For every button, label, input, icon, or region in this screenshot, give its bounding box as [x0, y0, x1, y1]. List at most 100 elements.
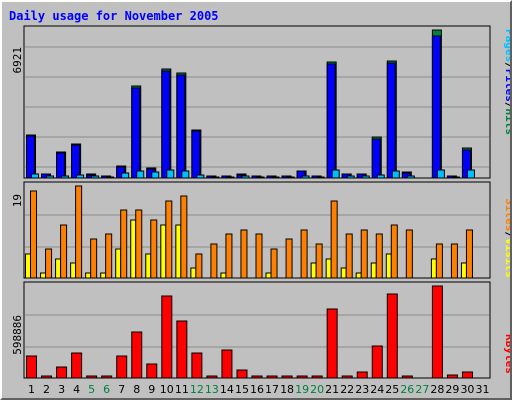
visits-bar	[40, 272, 47, 279]
sites-bar	[240, 229, 248, 279]
kbytes-bar	[401, 375, 413, 379]
visits-bar	[175, 224, 182, 279]
pages-bar	[436, 169, 445, 179]
visits-max-label: 19	[11, 194, 24, 207]
legend-kbytes-part: KBytes	[503, 334, 510, 374]
hits-max-label: 6921	[11, 47, 24, 74]
files-bar	[386, 62, 396, 179]
visits-bar	[100, 272, 107, 279]
day-label-13: 13	[205, 383, 219, 396]
day-label-19: 19	[295, 383, 309, 396]
visits-bar	[115, 248, 122, 279]
sites-bar	[120, 209, 128, 279]
kbytes-bar	[161, 295, 173, 379]
legend-sites-visits-part: Sites	[503, 198, 510, 231]
day-label-30: 30	[460, 383, 474, 396]
kbytes-bar	[461, 371, 473, 379]
pages-bar	[226, 176, 235, 179]
kbytes-bar	[281, 375, 293, 379]
pages-bar	[271, 176, 280, 179]
sites-bar	[75, 185, 83, 279]
day-label-23: 23	[355, 383, 369, 396]
day-label-2: 2	[43, 383, 50, 396]
day-label-17: 17	[265, 383, 279, 396]
visits-bar	[325, 258, 332, 279]
kbytes-bar	[251, 375, 263, 379]
sites-bar	[375, 233, 383, 279]
visits-bar	[145, 253, 152, 279]
day-label-25: 25	[385, 383, 399, 396]
kbytes-bar	[296, 375, 308, 379]
chart-title: Daily usage for November 2005	[9, 9, 219, 23]
kbytes-bar	[356, 371, 368, 379]
files-bar	[326, 63, 336, 179]
kbytes-bar	[86, 375, 98, 379]
pages-bar	[286, 176, 295, 179]
files-bar	[131, 87, 141, 179]
legend-pages-files-hits-part: Hits	[503, 109, 510, 136]
visits-bar	[430, 258, 437, 279]
sites-bar	[210, 243, 218, 279]
files-bar	[191, 130, 201, 179]
visits-bar	[190, 267, 197, 279]
files-bar	[461, 149, 471, 179]
sites-bar	[45, 248, 53, 279]
files-bar	[431, 35, 441, 179]
visits-bar	[220, 272, 227, 279]
kbytes-bar	[146, 363, 158, 379]
day-label-8: 8	[133, 383, 140, 396]
files-bar	[371, 138, 381, 179]
kbytes-bar	[326, 308, 338, 379]
legend-pages-files-hits-part: Files	[503, 69, 510, 102]
pages-bar	[31, 173, 40, 179]
pages-bar	[181, 170, 190, 179]
pages-bar	[211, 176, 220, 179]
day-label-18: 18	[280, 383, 294, 396]
day-label-7: 7	[118, 383, 125, 396]
day-label-3: 3	[58, 383, 65, 396]
files-bar	[296, 170, 306, 179]
sites-bar	[405, 229, 413, 279]
visits-bar	[25, 253, 32, 279]
legend-sites-visits-part: /	[503, 231, 510, 238]
kbytes-bar	[206, 375, 218, 379]
sites-bar	[435, 243, 443, 279]
legend-pages-files-hits-part: Pages	[503, 29, 510, 62]
pages-bar	[346, 175, 355, 179]
sites-bar	[450, 243, 458, 279]
kbytes-bar	[341, 375, 353, 379]
kbytes-bar	[101, 375, 113, 379]
day-label-4: 4	[73, 383, 80, 396]
pages-bar	[136, 170, 145, 179]
sites-bar	[165, 200, 173, 279]
day-label-1: 1	[28, 383, 35, 396]
sites-bar	[390, 224, 398, 279]
kbytes-bar	[131, 331, 143, 379]
visits-bar	[265, 272, 272, 279]
visits-bar	[55, 258, 62, 279]
day-label-12: 12	[190, 383, 204, 396]
pages-bar	[151, 171, 160, 179]
visits-bar	[385, 253, 392, 279]
visits-bar	[85, 272, 92, 279]
sites-bar	[225, 233, 233, 279]
day-label-6: 6	[103, 383, 110, 396]
files-bar	[176, 74, 186, 179]
visits-bar	[370, 262, 377, 279]
sites-bar	[285, 238, 293, 279]
sites-bar	[90, 238, 98, 279]
legend-kbytes: KBytes	[503, 334, 510, 374]
kbytes-max-label: 598886	[11, 315, 24, 355]
day-label-11: 11	[175, 383, 189, 396]
day-label-15: 15	[235, 383, 249, 396]
sites-bar	[180, 195, 188, 279]
kbytes-bar	[56, 366, 68, 379]
sites-bar	[360, 229, 368, 279]
pages-bar	[166, 169, 175, 179]
kbytes-bar	[221, 349, 233, 379]
day-label-24: 24	[370, 383, 384, 396]
pages-bar	[241, 175, 250, 179]
pages-bar	[61, 175, 70, 179]
legend-sites-visits-part: Visits	[503, 238, 510, 278]
kbytes-bar	[236, 369, 248, 379]
